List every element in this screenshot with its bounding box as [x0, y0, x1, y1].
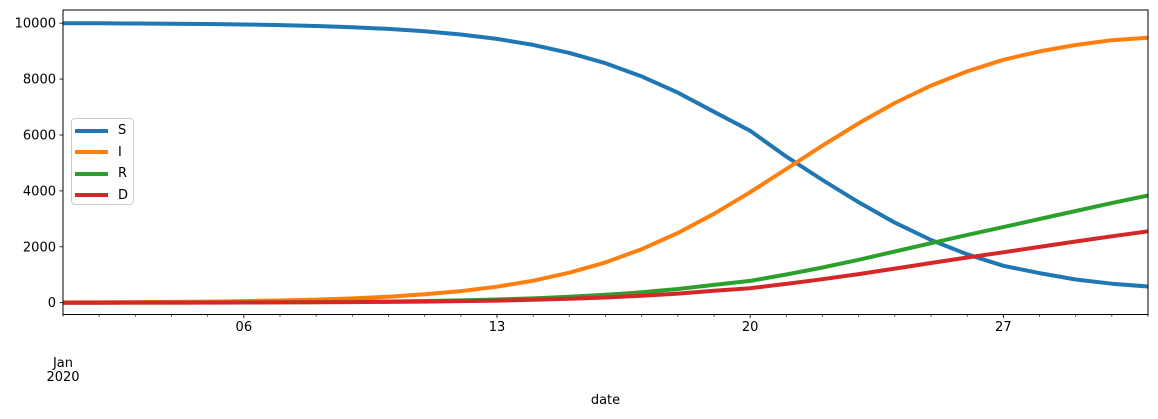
- x-tick-label: 20: [742, 320, 759, 335]
- series-line-S: [62, 21, 1149, 289]
- y-tick-label: 10000: [15, 17, 56, 32]
- y-tick-label: 2000: [23, 240, 56, 255]
- legend-swatch-S: [75, 128, 108, 133]
- x-tick-label: 06: [236, 320, 253, 335]
- y-tick-label: 6000: [23, 128, 56, 143]
- legend-label-R: R: [118, 166, 128, 182]
- legend-swatch-I: [75, 150, 108, 155]
- legend-swatch-D: [75, 193, 108, 198]
- legend-swatch-R: [75, 171, 108, 176]
- y-tick-label: 0: [48, 296, 56, 311]
- x-axis-title: date: [590, 393, 621, 408]
- series-line-R: [63, 193, 1149, 305]
- plot-border: [62, 9, 1149, 315]
- series-line-D: [63, 229, 1149, 305]
- legend-item-R: R: [72, 163, 133, 185]
- legend-item-I: I: [72, 142, 133, 164]
- x-tick-label: 27: [995, 320, 1012, 335]
- legend-label-S: S: [118, 123, 127, 139]
- offset-month: Jan: [52, 356, 74, 371]
- offset-year: 2020: [46, 369, 80, 385]
- x-axis-offset-label: Jan 2020: [23, 357, 103, 384]
- legend-item-D: D: [72, 185, 133, 207]
- legend-label-I: I: [118, 144, 122, 160]
- x-tick-label: 13: [489, 320, 506, 335]
- legend-item-S: S: [72, 120, 133, 142]
- legend-label-D: D: [118, 187, 129, 203]
- y-tick-label: 8000: [23, 73, 56, 88]
- y-tick-label: 4000: [23, 184, 56, 199]
- series-line-I: [62, 35, 1149, 305]
